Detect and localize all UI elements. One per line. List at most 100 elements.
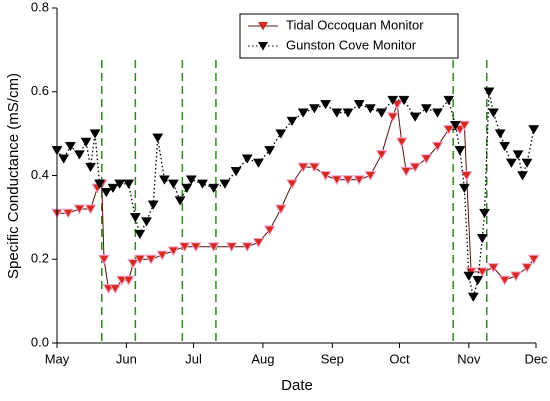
marker bbox=[73, 204, 86, 215]
marker bbox=[252, 238, 265, 248]
marker bbox=[487, 263, 500, 274]
marker bbox=[409, 112, 421, 122]
marker bbox=[147, 200, 159, 210]
marker bbox=[109, 284, 122, 295]
marker bbox=[387, 95, 399, 106]
marker bbox=[342, 175, 354, 186]
marker bbox=[127, 258, 139, 269]
marker bbox=[274, 204, 287, 215]
y-tick-label: 0.8 bbox=[31, 0, 49, 14]
marker bbox=[409, 162, 422, 173]
marker bbox=[58, 154, 70, 164]
marker bbox=[375, 150, 388, 161]
legend-label: Tidal Occoquan Monitor bbox=[286, 17, 424, 32]
x-axis-label: Date bbox=[281, 377, 313, 394]
marker bbox=[297, 108, 309, 118]
marker bbox=[498, 275, 511, 286]
marker bbox=[353, 100, 365, 110]
legend-marker bbox=[258, 42, 268, 51]
x-tick-label: May bbox=[45, 351, 70, 366]
marker bbox=[225, 242, 238, 253]
marker bbox=[174, 196, 186, 206]
marker bbox=[207, 242, 220, 253]
marker bbox=[181, 183, 193, 194]
marker bbox=[488, 108, 499, 118]
marker bbox=[420, 154, 433, 165]
marker bbox=[499, 141, 511, 152]
marker bbox=[275, 129, 287, 139]
marker bbox=[521, 263, 533, 274]
marker bbox=[509, 271, 522, 282]
marker bbox=[98, 254, 110, 265]
marker bbox=[454, 146, 466, 156]
marker bbox=[527, 254, 540, 265]
marker bbox=[467, 292, 479, 302]
marker bbox=[134, 229, 146, 240]
marker bbox=[442, 124, 455, 135]
marker bbox=[505, 158, 517, 168]
marker bbox=[331, 108, 343, 118]
marker bbox=[494, 129, 506, 139]
marker bbox=[89, 129, 101, 139]
marker bbox=[395, 137, 408, 148]
marker bbox=[241, 154, 253, 164]
marker bbox=[167, 179, 179, 189]
marker bbox=[463, 271, 475, 281]
marker bbox=[230, 167, 242, 177]
x-tick-label: Jul bbox=[185, 351, 202, 366]
marker bbox=[319, 171, 332, 181]
marker bbox=[114, 179, 126, 189]
marker bbox=[253, 158, 264, 168]
marker bbox=[443, 95, 455, 106]
marker bbox=[94, 179, 105, 189]
marker bbox=[159, 175, 170, 185]
y-axis-label: Specific Conductance (mS/cm) bbox=[5, 73, 22, 279]
marker bbox=[263, 225, 276, 236]
marker bbox=[133, 254, 146, 265]
marker bbox=[80, 137, 92, 147]
marker bbox=[208, 183, 220, 194]
marker bbox=[62, 208, 75, 219]
y-tick-label: 0.0 bbox=[31, 334, 49, 349]
marker bbox=[386, 112, 399, 123]
marker bbox=[398, 95, 410, 106]
x-tick-label: Dec bbox=[524, 351, 548, 366]
marker bbox=[391, 99, 404, 110]
marker bbox=[197, 179, 208, 189]
marker bbox=[141, 217, 152, 227]
marker bbox=[122, 275, 135, 286]
marker bbox=[145, 254, 157, 265]
marker bbox=[476, 267, 489, 278]
marker bbox=[364, 171, 377, 181]
legend-marker bbox=[258, 22, 268, 31]
y-tick-label: 0.2 bbox=[31, 251, 49, 266]
marker bbox=[241, 242, 254, 253]
x-tick-label: Nov bbox=[457, 351, 481, 366]
marker bbox=[460, 171, 473, 181]
marker bbox=[400, 166, 413, 177]
marker bbox=[297, 162, 310, 173]
marker bbox=[479, 208, 490, 219]
marker bbox=[458, 120, 471, 131]
x-tick-label: Jun bbox=[116, 351, 137, 366]
marker bbox=[185, 175, 197, 185]
marker bbox=[286, 179, 298, 190]
marker bbox=[449, 121, 461, 131]
marker bbox=[512, 150, 524, 160]
marker bbox=[342, 108, 354, 118]
marker bbox=[353, 175, 366, 186]
marker bbox=[454, 124, 466, 135]
marker bbox=[73, 150, 85, 160]
marker bbox=[517, 171, 529, 181]
marker bbox=[432, 108, 443, 118]
marker bbox=[100, 188, 112, 198]
marker bbox=[458, 183, 470, 194]
marker bbox=[528, 125, 540, 135]
marker bbox=[152, 133, 164, 143]
marker bbox=[189, 242, 202, 253]
legend-label: Gunston Cove Monitor bbox=[286, 37, 417, 52]
marker bbox=[308, 162, 321, 173]
marker bbox=[167, 246, 180, 257]
y-tick-label: 0.6 bbox=[31, 83, 49, 98]
